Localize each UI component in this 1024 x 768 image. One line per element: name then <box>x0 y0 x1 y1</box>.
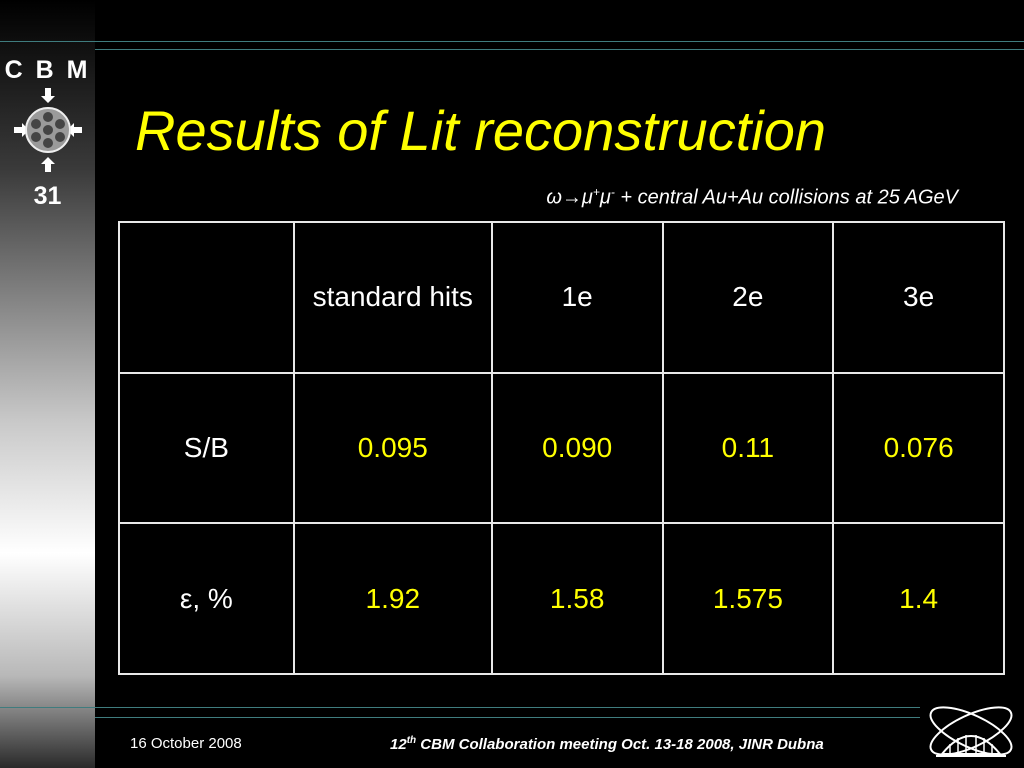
subtitle-prefix: ω→μ <box>546 186 593 209</box>
footer-date: 16 October 2008 <box>130 735 242 752</box>
top-rule-2 <box>95 49 1024 50</box>
jinr-logo-icon <box>929 706 1013 757</box>
results-table: standard hits 1e 2e 3e S/B 0.095 0.090 0… <box>118 221 1005 675</box>
top-rule <box>0 41 1024 42</box>
table-header-cell: 3e <box>832 221 1005 374</box>
slide-subtitle: ω→μ+μ- + central Au+Au collisions at 25 … <box>546 185 958 210</box>
table-row: ε, % 1.92 1.58 1.575 1.4 <box>118 522 1005 675</box>
footer-meeting: 12th CBM Collaboration meeting Oct. 13-1… <box>390 735 824 753</box>
footer-meeting-sup: th <box>406 735 417 746</box>
cbm-detector-icon <box>14 88 82 172</box>
table-cell-value: 0.090 <box>490 371 664 525</box>
table-header-cell: 2e <box>661 221 835 374</box>
table-cell-value: 0.095 <box>292 371 493 525</box>
bottom-rule-2 <box>95 717 920 718</box>
table-cell-value: 0.11 <box>661 371 835 525</box>
table-row: S/B 0.095 0.090 0.11 0.076 <box>118 371 1005 525</box>
footer-meeting-number: 12 <box>390 736 407 753</box>
slide-number: 31 <box>33 182 62 210</box>
brand-text: C B M <box>4 56 91 84</box>
table-header-cell: 1e <box>490 221 664 374</box>
table-cell-value: 1.92 <box>292 522 493 675</box>
table-header-cell <box>118 221 295 374</box>
subtitle-suffix: + central Au+Au collisions at 25 AGeV <box>614 186 958 209</box>
subtitle-sup-minus: - <box>610 185 615 199</box>
subtitle-sup-plus: + <box>592 185 600 199</box>
bottom-rule <box>0 707 920 708</box>
table-cell-value: 1.575 <box>661 522 835 675</box>
table-cell-value: 0.076 <box>832 371 1005 525</box>
slide-title: Results of Lit reconstruction <box>135 99 826 162</box>
row-label: S/B <box>118 371 295 525</box>
table-cell-value: 1.4 <box>832 522 1005 675</box>
footer-meeting-text: CBM Collaboration meeting Oct. 13-18 200… <box>416 736 824 753</box>
table-cell-value: 1.58 <box>490 522 664 675</box>
subtitle-mu: μ <box>599 186 611 209</box>
row-label: ε, % <box>118 522 295 675</box>
table-header-cell: standard hits <box>292 221 493 374</box>
table-header-row: standard hits 1e 2e 3e <box>118 221 1005 374</box>
